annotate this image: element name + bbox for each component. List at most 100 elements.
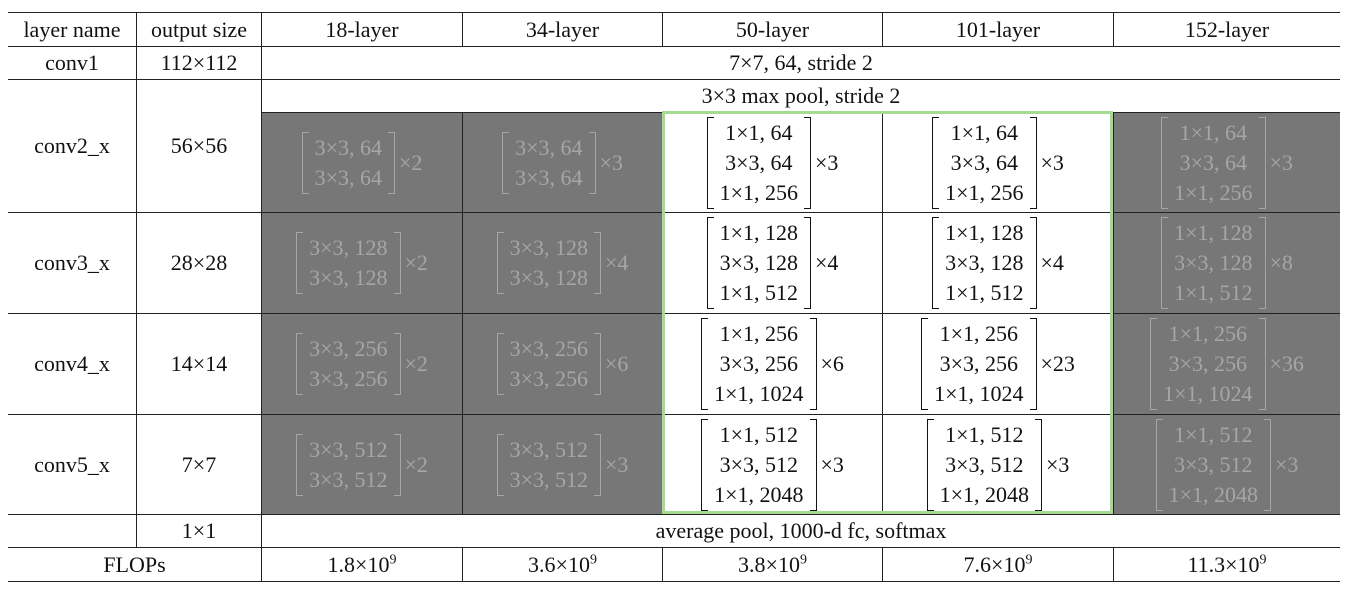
- block-repeat: ×3: [605, 451, 629, 477]
- flops-value: 3.6×109: [528, 552, 597, 578]
- block-repeat: ×3: [1040, 149, 1064, 175]
- block-repeat: ×23: [1040, 351, 1075, 376]
- block-line: 1×1, 1024: [714, 381, 804, 406]
- block-line: 1×1, 128: [945, 220, 1024, 245]
- output-size-text: 1×1: [181, 518, 217, 543]
- output-size: 7×7: [136, 414, 261, 514]
- header-cell: 34-layer: [462, 12, 662, 46]
- shared-spec: 7×7, 64, stride 2: [261, 46, 1340, 79]
- bracket-left: [296, 433, 304, 496]
- bracket-right: [388, 131, 395, 194]
- bracket-right: [393, 333, 401, 395]
- block-line: 3×3, 64: [950, 149, 1018, 175]
- header-cell: 101-layer: [882, 12, 1113, 46]
- block-repeat: ×4: [605, 250, 629, 275]
- layer-name: conv5_x: [8, 414, 136, 514]
- block-cell: 3×3, 512 3×3, 512 ×3: [462, 414, 662, 514]
- block-repeat: ×2: [404, 451, 428, 477]
- block-line: 1×1, 1024: [1163, 381, 1253, 406]
- block-lines: 3×3, 512 3×3, 512: [303, 435, 393, 495]
- block-line: 3×3, 128: [945, 250, 1024, 275]
- header-cell: 18-layer: [261, 12, 462, 46]
- block-line: 3×3, 128: [509, 235, 588, 260]
- bracket-right: [809, 418, 817, 511]
- output-size: 28×28: [136, 212, 261, 313]
- header-cell-text: 152-layer: [1184, 16, 1270, 42]
- layer-name: conv2_x: [8, 79, 136, 212]
- layer-name: conv3_x: [8, 212, 136, 313]
- bracket-left: [301, 131, 309, 194]
- layer-name-text: conv4_x: [34, 351, 110, 376]
- block-line: 1×1, 256: [945, 179, 1024, 205]
- block-line: 1×1, 128: [719, 220, 798, 245]
- output-size: 14×14: [136, 313, 261, 414]
- header-cell: layer name: [8, 12, 136, 46]
- bracket-left: [296, 333, 304, 395]
- header-cell-text: 18-layer: [325, 16, 399, 42]
- bracket-right: [588, 131, 596, 194]
- header-cell-text: 50-layer: [735, 16, 810, 42]
- block-line: 1×1, 1024: [934, 381, 1024, 406]
- bracket-left: [921, 318, 929, 410]
- block-cell: 1×1, 64 3×3, 64 1×1, 256 ×3: [1113, 112, 1340, 212]
- block-line: 1×1, 2048: [714, 481, 804, 507]
- shared-spec: average pool, 1000-d fc, softmax: [261, 514, 1340, 547]
- block-lines: 3×3, 64 3×3, 64: [509, 133, 588, 193]
- flops-cell: 1.8×109: [261, 547, 462, 582]
- block-cell: 3×3, 512 3×3, 512 ×2: [261, 414, 462, 514]
- bracket-right: [1029, 116, 1037, 209]
- shared-spec-text: average pool, 1000-d fc, softmax: [655, 518, 947, 543]
- layer-name-text: conv3_x: [34, 250, 110, 275]
- block-repeat: ×3: [1269, 149, 1293, 175]
- bracket-right: [1029, 318, 1037, 410]
- bracket-right: [1264, 418, 1271, 511]
- block-line: 3×3, 128: [509, 265, 588, 290]
- block-line: 3×3, 128: [309, 265, 388, 290]
- block-line: 1×1, 256: [1174, 179, 1253, 205]
- bracket-left: [502, 131, 510, 194]
- block-line: 3×3, 512: [719, 451, 798, 477]
- block-cell: 1×1, 256 3×3, 256 1×1, 1024 ×6: [662, 313, 882, 414]
- block-line: 3×3, 256: [1168, 351, 1247, 376]
- output-size-text: 28×28: [170, 250, 228, 275]
- flops-base: 1.8×10: [327, 552, 390, 577]
- block-cell: 1×1, 128 3×3, 128 1×1, 512 ×4: [882, 212, 1113, 313]
- block-lines: 1×1, 64 3×3, 64 1×1, 256: [1168, 118, 1258, 208]
- block-lines: 3×3, 128 3×3, 128: [504, 233, 594, 293]
- block-line: 1×1, 64: [725, 119, 793, 145]
- shared-spec-text: 3×3 max pool, stride 2: [701, 83, 901, 108]
- block-line: 3×3, 128: [719, 250, 798, 275]
- block-cell: 3×3, 128 3×3, 128 ×4: [462, 212, 662, 313]
- output-size-text: 112×112: [160, 50, 238, 75]
- bracket-right: [1035, 418, 1042, 511]
- block-repeat: ×4: [815, 250, 839, 275]
- block-lines: 1×1, 512 3×3, 512 1×1, 2048: [934, 420, 1035, 510]
- bracket-left: [296, 232, 304, 294]
- block-lines: 1×1, 256 3×3, 256 1×1, 1024: [928, 319, 1029, 409]
- block-repeat: ×3: [599, 149, 623, 175]
- output-size: 112×112: [136, 46, 261, 79]
- block-line: 3×3, 256: [719, 351, 798, 376]
- flops-value: 1.8×109: [328, 552, 397, 578]
- block-line: 1×1, 2048: [1168, 481, 1258, 507]
- flops-exp: 9: [389, 552, 397, 568]
- bottom-rule: [8, 581, 1340, 582]
- bracket-right: [594, 333, 601, 395]
- block-line: 3×3, 128: [309, 235, 388, 260]
- block-line: 1×1, 512: [719, 280, 798, 305]
- bracket-right: [1258, 318, 1266, 410]
- block-repeat: ×3: [815, 149, 839, 175]
- bracket-left: [1155, 418, 1163, 511]
- layer-name: conv4_x: [8, 313, 136, 414]
- bracket-left: [496, 232, 504, 294]
- bracket-right: [1029, 217, 1037, 309]
- block-cell: 3×3, 64 3×3, 64 ×2: [261, 112, 462, 212]
- block-repeat: ×2: [399, 149, 423, 175]
- block-cell: 1×1, 64 3×3, 64 1×1, 256 ×3: [882, 112, 1113, 212]
- block-cell: 1×1, 256 3×3, 256 1×1, 1024 ×23: [882, 313, 1113, 414]
- block-line: 3×3, 256: [309, 366, 388, 391]
- shared-spec-text: 7×7, 64, stride 2: [729, 50, 873, 75]
- bracket-right: [1258, 116, 1266, 209]
- block-line: 1×1, 512: [1174, 421, 1253, 447]
- bracket-left: [701, 418, 709, 511]
